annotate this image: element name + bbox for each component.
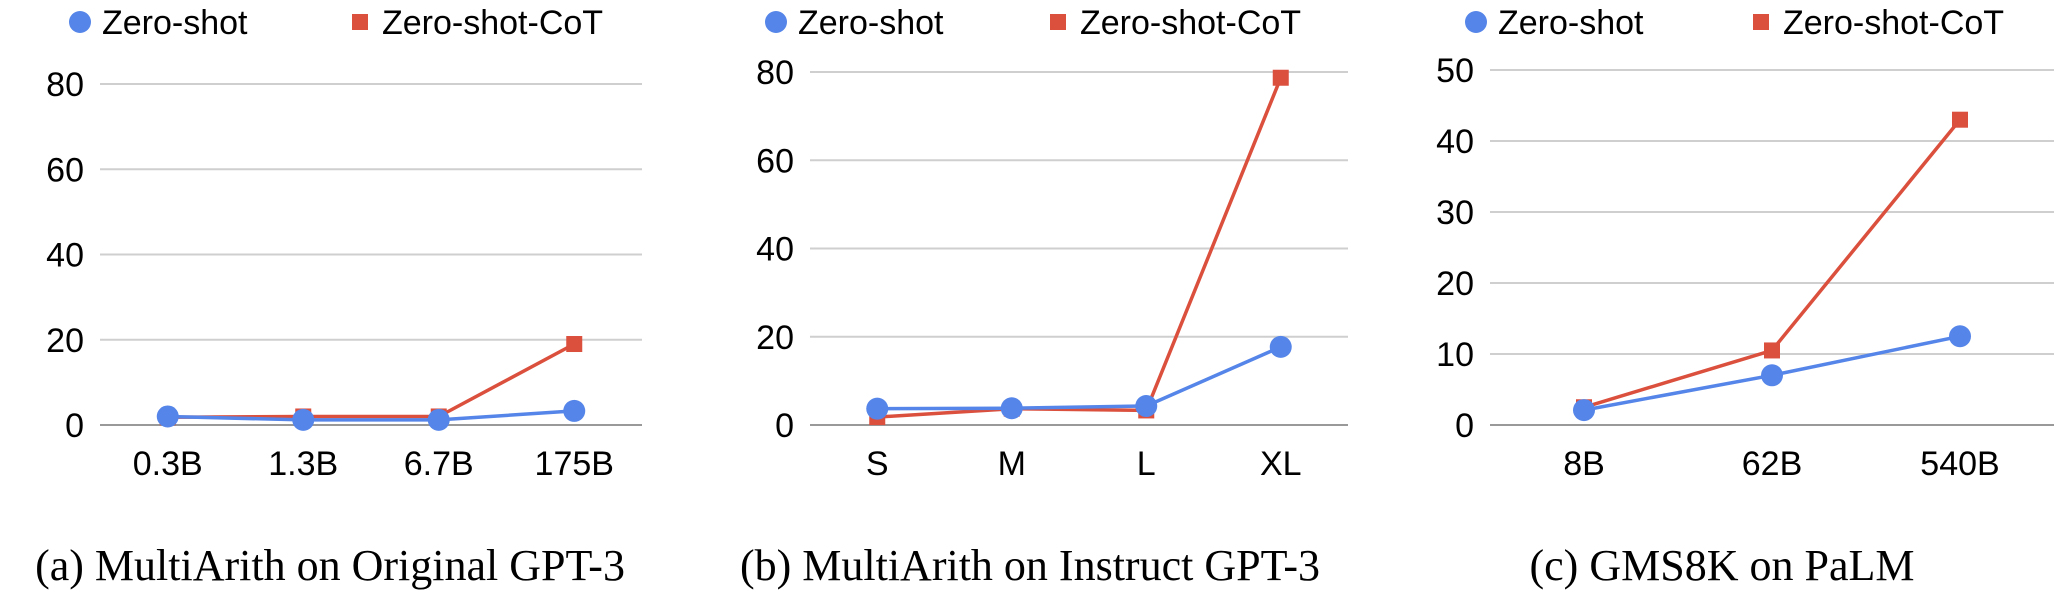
y-tick-label-b-0: 0 xyxy=(775,407,794,445)
legend-a-zero-shot-cot-label: Zero-shot-CoT xyxy=(382,4,603,42)
data-point-c-zero-shot-1 xyxy=(1761,364,1783,387)
x-tick-label-c-1: 62B xyxy=(1742,445,1803,483)
y-tick-label-b-1: 20 xyxy=(756,319,794,357)
data-point-b-zero-shot-1 xyxy=(1000,397,1023,420)
data-point-c-zero-shot-2 xyxy=(1949,325,1971,348)
legend-a-zero-shot-label: Zero-shot xyxy=(102,4,248,42)
legend-b-zero-shot-cot-label: Zero-shot-CoT xyxy=(1080,4,1301,42)
data-point-c-zero-shot-0 xyxy=(1573,399,1595,422)
series-line-a-zero-shot-cot xyxy=(167,342,576,420)
chart-title-c: (c) GMS8K on PaLM xyxy=(1529,541,1915,590)
series-line-b-zero-shot-cot xyxy=(877,77,1283,419)
chart-a: 0 20 40 60 80 0.3B 1.3B 6.7B 175B Zero-shot Zero-s… xyxy=(46,4,642,483)
x-tick-label-c-0: 8B xyxy=(1563,445,1605,483)
data-point-a-zero-shot-1 xyxy=(292,408,315,431)
data-point-b-zero-shot-cot-3 xyxy=(1272,69,1289,86)
x-tick-label-a-2: 6.7B xyxy=(404,445,474,483)
chart-panel-b: 0 20 40 60 80 S M L XL Zero-shot Zero-shot-CoT (b)… xyxy=(700,0,1360,609)
legend-c-zero-shot-label: Zero-shot xyxy=(1498,4,1644,42)
y-tick-label-a-4: 80 xyxy=(46,66,84,104)
y-tick-label-b-2: 40 xyxy=(756,231,794,269)
data-point-a-zero-shot-2 xyxy=(427,408,450,431)
x-tick-label-c-2: 540B xyxy=(1920,445,1999,483)
x-tick-label-b-3: XL xyxy=(1260,445,1302,483)
series-line-a-zero-shot xyxy=(167,409,575,422)
x-tick-label-a-3: 175B xyxy=(535,445,614,483)
data-point-a-zero-shot-0 xyxy=(156,405,179,428)
y-tick-label-b-4: 80 xyxy=(756,54,794,92)
legend-a-zero-shot-marker xyxy=(69,11,91,33)
legend-a-zero-shot-cot-marker xyxy=(352,14,368,30)
y-tick-label-a-3: 60 xyxy=(46,151,84,189)
data-point-b-zero-shot-0 xyxy=(866,397,889,420)
chart-panel-a: 0 20 40 60 80 0.3B 1.3B 6.7B 175B Zero-shot Zero-s… xyxy=(0,0,660,609)
data-point-b-zero-shot-3 xyxy=(1269,335,1292,358)
legend-c-zero-shot-marker xyxy=(1465,11,1487,33)
y-tick-label-b-3: 60 xyxy=(756,142,794,180)
y-tick-label-a-2: 40 xyxy=(46,237,84,275)
x-tick-label-b-0: S xyxy=(866,445,889,483)
chart-b: 0 20 40 60 80 S M L XL Zero-shot Zero-shot-CoT xyxy=(756,4,1348,483)
y-tick-label-c-2: 20 xyxy=(1436,265,1474,303)
data-point-a-zero-shot-cot-3 xyxy=(566,336,583,353)
y-tick-label-c-4: 40 xyxy=(1436,123,1474,161)
legend-c-zero-shot-cot-label: Zero-shot-CoT xyxy=(1783,4,2004,42)
chart-c: 0 10 20 30 40 50 8B 62B 540B Zero-shot Zero-shot-C… xyxy=(1436,4,2054,483)
legend-b-zero-shot-marker xyxy=(765,11,787,33)
legend-b-zero-shot-label: Zero-shot xyxy=(798,4,944,42)
data-point-c-zero-shot-cot-2 xyxy=(1952,111,1968,128)
data-point-a-zero-shot-3 xyxy=(563,399,586,422)
y-tick-label-a-0: 0 xyxy=(65,407,84,445)
legend-c-zero-shot-cot-marker xyxy=(1753,14,1769,30)
x-tick-label-b-2: L xyxy=(1137,445,1156,483)
chart-title-b: (b) MultiArith on Instruct GPT-3 xyxy=(739,541,1321,590)
y-tick-label-a-1: 20 xyxy=(46,322,84,360)
data-point-c-zero-shot-cot-1 xyxy=(1764,342,1780,359)
chart-panel-c: 0 10 20 30 40 50 8B 62B 540B Zero-shot Zero-shot-C… xyxy=(1380,0,2064,609)
x-tick-label-b-1: M xyxy=(998,445,1026,483)
data-point-b-zero-shot-2 xyxy=(1135,395,1158,418)
y-tick-label-c-1: 10 xyxy=(1436,336,1474,374)
y-tick-label-c-3: 30 xyxy=(1436,194,1474,232)
series-line-b-zero-shot xyxy=(877,345,1282,411)
series-line-c-zero-shot-cot xyxy=(1583,118,1962,409)
y-tick-label-c-0: 0 xyxy=(1455,407,1474,445)
chart-title-a: (a) MultiArith on Original GPT-3 xyxy=(35,541,625,590)
y-tick-label-c-5: 50 xyxy=(1436,52,1474,90)
legend-b-zero-shot-cot-marker xyxy=(1050,14,1066,30)
x-tick-label-a-1: 1.3B xyxy=(268,445,338,483)
x-tick-label-a-0: 0.3B xyxy=(133,445,203,483)
